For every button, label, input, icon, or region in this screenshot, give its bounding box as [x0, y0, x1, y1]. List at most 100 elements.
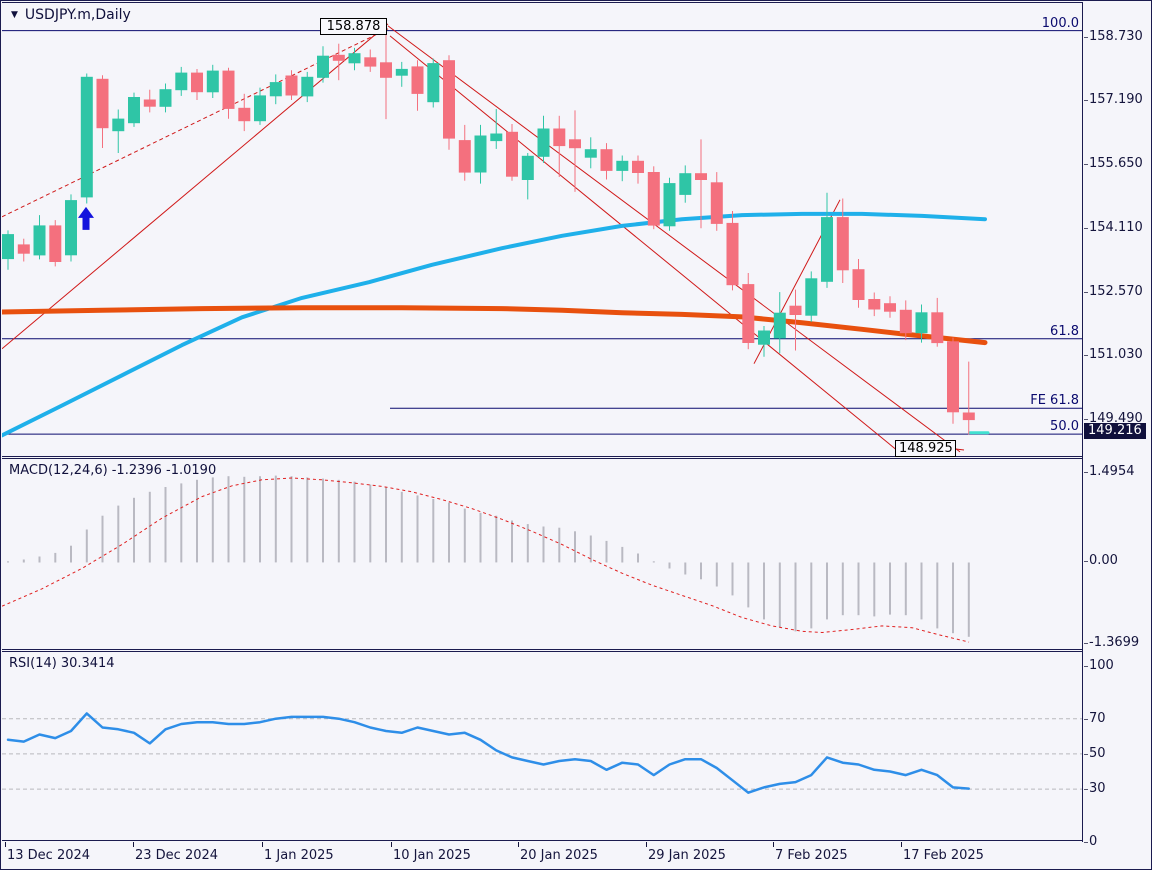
macd-bar: [574, 531, 576, 563]
candle-up: [821, 217, 833, 282]
candle-up: [521, 155, 534, 181]
candle-down: [931, 312, 944, 344]
macd-canvas[interactable]: [2, 460, 1082, 650]
macd-bar: [700, 562, 702, 580]
candle-up: [254, 95, 266, 122]
macd-bar: [652, 561, 655, 563]
macd-bar: [826, 562, 828, 620]
macd-bar: [290, 476, 293, 563]
macd-bar: [274, 475, 277, 563]
macd-panel[interactable]: MACD(12,24,6) -1.2396 -1.0190: [2, 458, 1082, 650]
candle-up: [773, 312, 786, 339]
candle-up: [33, 225, 46, 256]
macd-bar: [416, 495, 419, 563]
date-label: 10 Jan 2025: [393, 848, 471, 863]
candle-up: [128, 97, 140, 124]
macd-bar: [22, 559, 25, 563]
candle-down: [726, 222, 739, 286]
macd-bar: [684, 562, 687, 575]
macd-bar: [70, 545, 72, 563]
candle-down: [695, 173, 707, 180]
candlestick-series: [2, 30, 975, 435]
candle-up: [317, 55, 329, 78]
candle-up: [348, 53, 361, 64]
date-tick: [646, 842, 647, 847]
rsi-axis-label: 100: [1084, 657, 1114, 673]
candle-down: [836, 217, 849, 271]
candle-down: [632, 160, 644, 174]
candle-down: [17, 244, 30, 254]
fib-label-61-8: 61.8: [1050, 323, 1079, 339]
macd-bar: [526, 524, 529, 563]
candle-up: [206, 70, 219, 93]
price-axis-column[interactable]: 158.730 157.190 155.650 154.110 152.570 151.0…: [1082, 2, 1151, 849]
candle-down: [191, 72, 203, 93]
chevron-down-icon[interactable]: ▼: [11, 10, 18, 20]
macd-bar: [936, 562, 939, 629]
date-tick: [773, 842, 774, 847]
macd-name: MACD(12,24,6): [9, 463, 108, 478]
candle-up: [537, 128, 550, 157]
rsi-axis-label: 70: [1084, 710, 1106, 726]
macd-bar: [589, 535, 592, 563]
candle-up: [175, 72, 188, 91]
date-label: 29 Jan 2025: [648, 848, 726, 863]
macd-bar: [400, 491, 403, 563]
date-label: 13 Dec 2024: [7, 848, 91, 863]
macd-bar: [133, 497, 135, 563]
date-label: 7 Feb 2025: [775, 848, 848, 863]
date-tick: [901, 842, 902, 847]
rsi-panel[interactable]: RSI(14) 30.3414: [2, 651, 1082, 841]
candle-up: [427, 63, 440, 103]
macd-bar: [810, 562, 813, 629]
ma-slow-cyan: [2, 211, 987, 438]
descending-resistance-b: [389, 35, 905, 456]
macd-signal-line: [2, 477, 970, 643]
date-tick: [262, 842, 263, 847]
peak-price-tag[interactable]: 158.878: [320, 18, 387, 35]
candle-up: [65, 200, 77, 256]
rsi-axis-label: 0: [1083, 833, 1098, 849]
macd-bar: [211, 477, 214, 563]
macd-bar: [731, 562, 734, 596]
candle-down: [364, 57, 377, 67]
ascending-channel-dashed: [2, 28, 389, 218]
macd-bar: [117, 505, 120, 563]
candle-down: [380, 62, 392, 78]
price-chart-panel[interactable]: ▼ USDJPY.m,Daily 100.0 61.8 FE 61.8 50.0 158.…: [2, 2, 1082, 457]
chart-title: ▼ USDJPY.m,Daily: [11, 7, 131, 23]
macd-bar: [542, 526, 545, 563]
candle-down: [899, 309, 912, 334]
time-axis[interactable]: 13 Dec 2024 23 Dec 2024 1 Jan 2025 10 Jan 2…: [2, 842, 1150, 868]
buy-arrow-marker[interactable]: [78, 206, 94, 230]
price-axis-label: 158.730: [1084, 28, 1143, 44]
macd-bar: [778, 562, 781, 628]
fib-label-50-0: 50.0: [1050, 419, 1079, 435]
macd-bar: [889, 562, 891, 615]
price-axis-label: 155.650: [1084, 156, 1143, 172]
descending-resistance-a: [387, 25, 961, 453]
macd-bar: [605, 540, 608, 563]
candle-down: [962, 412, 975, 421]
rsi-canvas[interactable]: [2, 653, 1082, 841]
rsi-gridlines: [2, 718, 1082, 790]
price-chart-canvas[interactable]: [2, 4, 1082, 456]
candle-down: [710, 182, 723, 224]
tag-connector: [955, 448, 965, 451]
trendlines-layer[interactable]: [2, 23, 961, 456]
macd-bar: [558, 527, 561, 563]
candle-up: [159, 89, 172, 107]
macd-bar: [715, 562, 718, 587]
candle-down: [49, 225, 62, 262]
candle-up: [112, 118, 125, 132]
chart-symbol-label: USDJPY.m,Daily: [24, 7, 131, 23]
fib-label-100-0: 100.0: [1041, 15, 1079, 31]
candle-down: [884, 303, 896, 312]
low-price-tag[interactable]: 148.925: [895, 440, 956, 457]
macd-bar: [227, 476, 230, 563]
macd-bar: [164, 487, 167, 563]
fib-levels-layer[interactable]: [2, 30, 1082, 435]
current-price-badge: 149.216: [1084, 422, 1146, 439]
date-label: 23 Dec 2024: [135, 848, 219, 863]
rsi-indicator-label: RSI(14) 30.3414: [9, 656, 119, 671]
